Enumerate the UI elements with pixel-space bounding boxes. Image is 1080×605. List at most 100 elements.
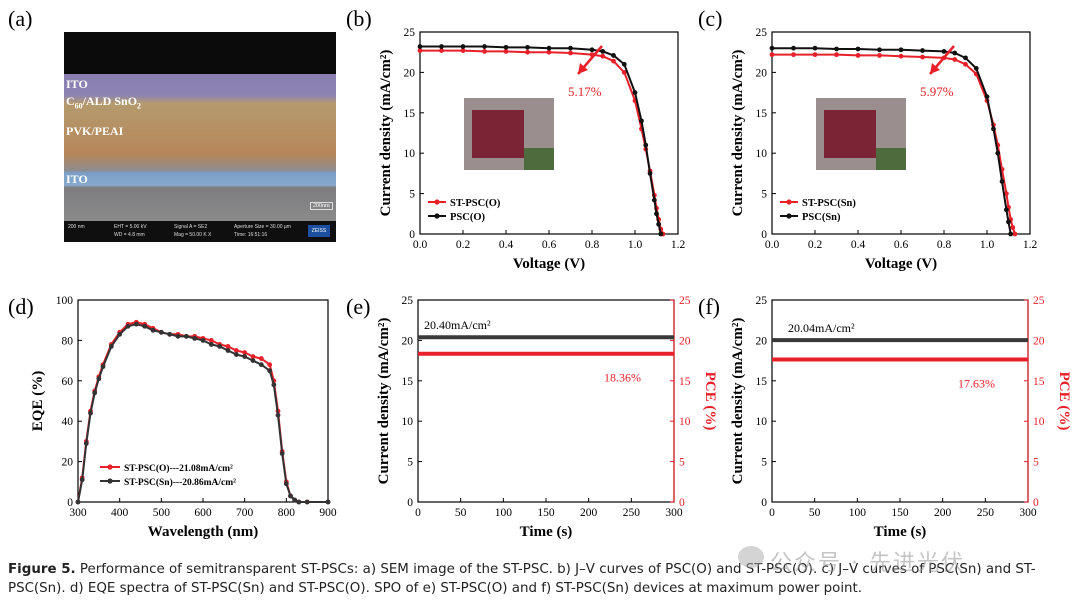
data-point-b-0 [482,48,487,54]
data-point-d-0 [225,344,231,349]
data-point-c-0 [898,53,904,59]
y-tick-label-b: 20 [404,67,416,79]
data-point-d-1 [217,344,223,349]
sem-layer-pvk: PVK/PEAI [66,124,124,138]
y-tick-label-f: 10 [756,416,768,428]
data-point-b-0 [460,48,466,53]
data-point-b-1 [658,231,664,237]
y-right-tick-label-e: 5 [679,457,685,469]
data-point-c-1 [812,45,818,51]
data-point-c-1 [941,48,947,54]
data-point-b-1 [651,197,657,203]
data-point-b-1 [482,44,487,49]
x-tick-label-f: 50 [809,507,821,519]
x-tick-label-c: 0.2 [808,239,823,251]
data-point-d-1 [92,390,98,396]
x-tick-label-e: 0 [415,507,421,519]
x-tick-label-d: 400 [111,507,129,519]
sem-info-bar: 200 nm EHT = 5.00 kV WD = 4.8 mm Signal … [64,221,336,242]
data-point-d-1 [325,499,331,505]
data-point-c-0 [1003,191,1009,197]
x-tick-label-b: 0.4 [499,239,514,251]
data-point-c-1 [920,48,925,53]
data-point-d-1 [296,499,302,505]
data-point-c-1 [877,47,882,53]
y-axis-label-e: Current density (mA/cm²) [376,318,392,485]
x-tick-label-e: 100 [495,507,513,519]
x-tick-label-e: 150 [537,507,555,519]
data-point-c-0 [834,52,839,58]
y-tick-label-c: 10 [756,148,768,160]
y-axis-label-c: Current density (mA/cm²) [730,50,746,217]
data-point-d-1 [142,323,148,329]
data-point-d-1 [292,497,298,503]
y-axis-label-d: EQE (%) [30,371,46,431]
caption-text: Performance of semitransparent ST-PSCs: … [8,562,1036,596]
y-tick-label-c: 0 [761,229,767,241]
y-right-tick-label-e: 15 [679,376,691,388]
annotation-pce-e: 18.36% [604,371,641,385]
y-axis-right-label-e: PCE (%) [702,372,718,431]
data-point-c-0 [1012,231,1018,237]
data-point-c-0 [812,52,818,58]
data-point-b-0 [439,48,444,53]
data-point-b-1 [647,171,653,176]
data-point-d-1 [83,441,89,446]
data-point-c-1 [952,50,958,56]
y-tick-label-c: 15 [756,108,768,120]
legend-marker-d [107,464,113,470]
data-point-d-1 [258,362,264,368]
x-axis-label-b: Voltage (V) [513,256,585,272]
x-tick-label-b: 0.8 [585,239,600,251]
data-point-d-1 [267,368,273,374]
x-axis-label-c: Voltage (V) [865,256,937,272]
y-tick-label-e: 15 [402,376,414,388]
y-tick-label-b: 0 [409,229,415,241]
y-tick-label-d: 20 [62,457,74,469]
data-point-c-1 [1003,207,1009,213]
inset-building-b [472,110,524,158]
y-tick-label-c: 5 [761,189,767,201]
y-tick-label-d: 80 [62,335,74,347]
data-point-b-0 [417,48,423,53]
series-line-d-1 [77,323,328,503]
x-tick-label-d: 900 [319,507,337,519]
data-point-c-1 [769,45,775,51]
data-point-d-1 [79,477,85,483]
data-point-c-0 [791,52,796,58]
data-point-c-1 [984,94,990,100]
x-tick-label-f: 250 [977,507,995,519]
sem-info-signal: Signal A = SE2 [174,224,208,230]
data-point-d-1 [117,331,123,337]
data-point-c-0 [952,57,958,62]
data-point-d-0 [242,350,248,355]
panel-label-d: (d) [8,294,34,319]
figure-caption: Figure 5. Performance of semitransparent… [8,560,1076,598]
data-point-c-1 [791,45,796,51]
y-tick-label-e: 20 [402,335,414,347]
watermark: 公众号 · 先进光伏 [770,551,965,576]
data-point-d-1 [208,342,214,347]
data-point-b-1 [643,142,649,148]
y-right-tick-label-e: 25 [679,295,691,307]
data-point-b-1 [611,53,616,58]
data-point-c-1 [995,150,1001,156]
data-point-c-0 [877,53,882,58]
y-right-tick-label-f: 10 [1033,416,1045,428]
y-right-tick-label-f: 25 [1033,295,1045,307]
y-tick-label-f: 0 [761,497,767,509]
data-point-b-0 [503,48,509,54]
y-tick-label-e: 5 [407,457,413,469]
x-tick-label-d: 700 [236,507,254,519]
annotation-arrowhead-b [578,63,588,74]
data-point-c-1 [834,46,839,52]
x-tick-label-b: 1.0 [628,239,643,251]
data-point-b-1 [621,61,627,67]
data-point-d-1 [225,348,231,353]
x-tick-label-c: 0.6 [894,239,909,251]
y-tick-label-f: 20 [756,335,768,347]
data-point-b-0 [568,50,573,56]
inset-building-c [824,110,876,158]
x-tick-label-d: 300 [69,507,87,519]
legend-label-d: ST-PSC(Sn)---20.86mA/cm² [124,477,236,488]
